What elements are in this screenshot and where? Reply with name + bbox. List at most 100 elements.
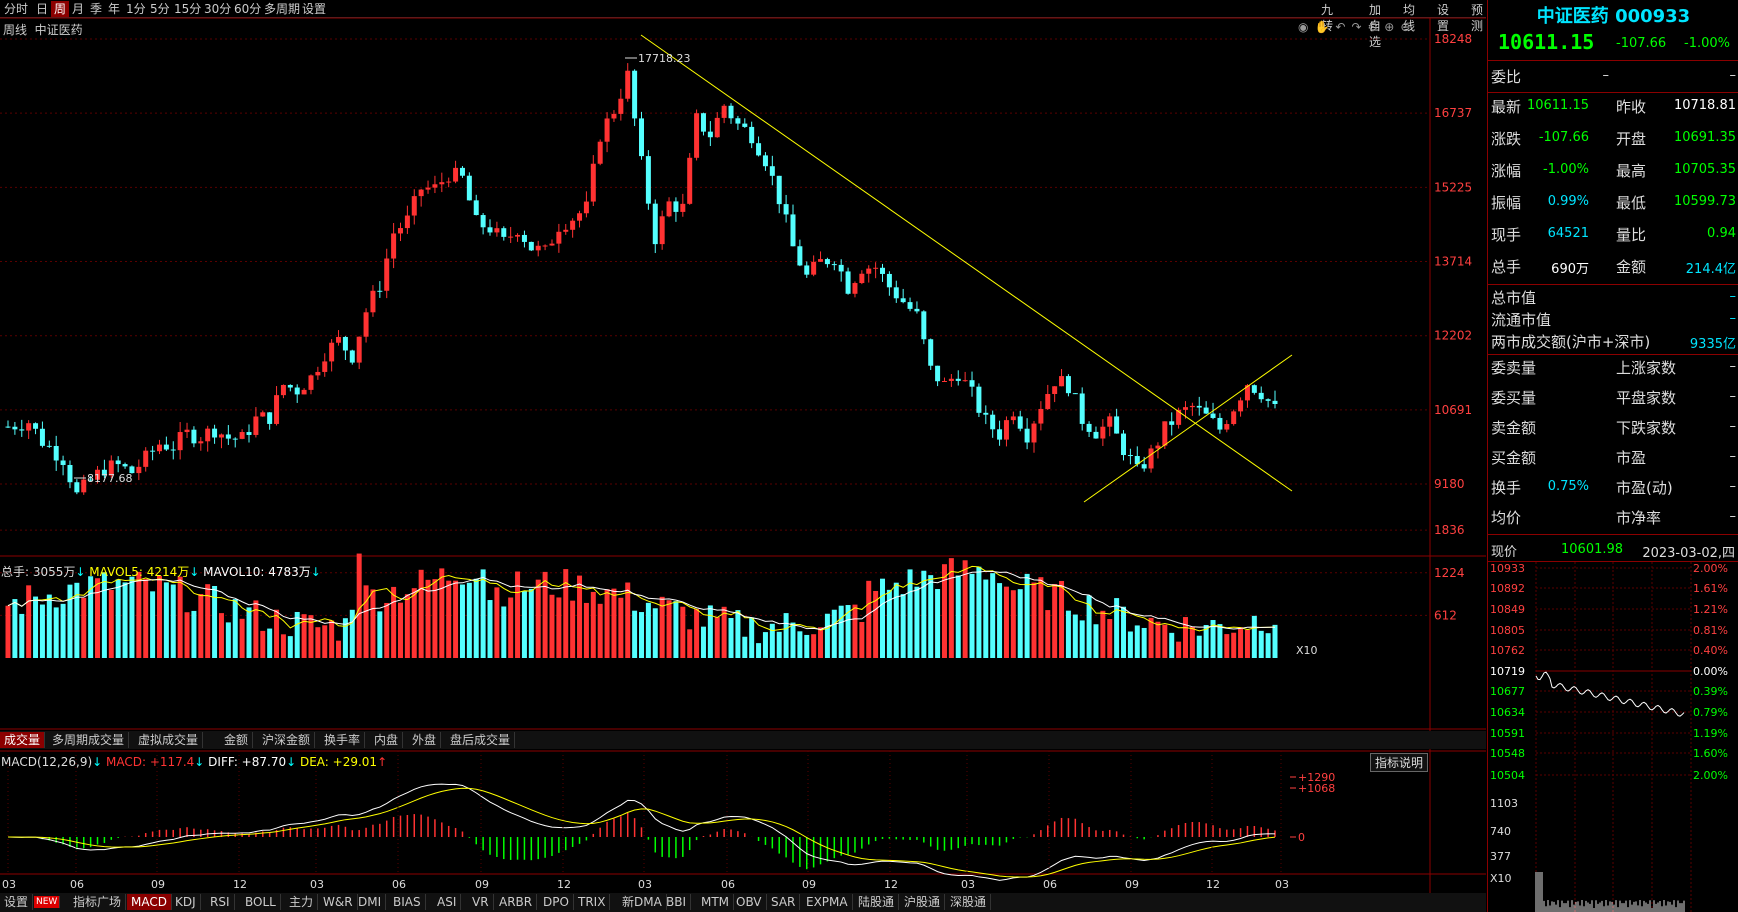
- period-0[interactable]: 分时: [4, 2, 29, 16]
- vol-tab-0[interactable]: 成交量: [0, 732, 46, 748]
- volume-bar: [783, 613, 789, 658]
- volume-bar: [1134, 625, 1140, 658]
- right-tool-2[interactable]: 均线: [1402, 3, 1415, 33]
- chart-tools[interactable]: ◉✋↶↷⚙⊕⊖: [1298, 20, 1417, 34]
- volume-bar: [225, 622, 231, 658]
- indicator-tab-19[interactable]: OBV: [732, 894, 767, 910]
- kline-chart[interactable]: 18248 16737 15225 13714 12202 10691 9180 17718.…: [0, 0, 1486, 893]
- indicator-tab-9[interactable]: DMI: [354, 894, 387, 910]
- volume-bar: [597, 603, 603, 658]
- price-tick: 12202: [1434, 329, 1472, 343]
- indicator-tab-20[interactable]: SAR: [767, 894, 801, 910]
- indicator-tab-5[interactable]: RSI: [206, 894, 235, 910]
- vol-tab-2[interactable]: 虚拟成交量: [134, 732, 204, 748]
- volume-bar: [418, 569, 424, 658]
- indicator-tab-6[interactable]: BOLL: [241, 894, 281, 910]
- indicator-tab-12[interactable]: VR: [468, 894, 494, 910]
- period-12[interactable]: 设置: [302, 2, 327, 16]
- period-1[interactable]: 日: [36, 2, 49, 16]
- mini-right-tick: 0.00%: [1693, 665, 1728, 678]
- volume-bar: [1100, 610, 1106, 658]
- macd-tick: +1290: [1298, 771, 1335, 784]
- period-6[interactable]: 1分: [126, 2, 146, 16]
- indicator-tab-4[interactable]: KDJ: [171, 894, 201, 910]
- indicator-tab-11[interactable]: ASI: [433, 894, 462, 910]
- candle-body: [962, 380, 968, 382]
- volume-bar: [666, 600, 672, 658]
- volume-bar: [735, 610, 741, 658]
- right-tool-3[interactable]: 设置: [1436, 3, 1449, 33]
- vol-tab-7[interactable]: 外盘: [408, 732, 442, 748]
- volume-bar: [1038, 577, 1044, 658]
- chart-title: 周线 中证医药: [3, 21, 83, 38]
- vol-tab-5[interactable]: 换手率: [320, 732, 366, 748]
- candle-body: [611, 113, 617, 119]
- period-4[interactable]: 季: [90, 2, 103, 16]
- price-pct: -1.00%: [1684, 36, 1730, 51]
- indicator-tab-8[interactable]: W&R: [319, 894, 358, 910]
- mini-left-tick: 10805: [1490, 624, 1525, 637]
- candle-body: [680, 203, 686, 212]
- period-5[interactable]: 年: [108, 2, 121, 16]
- high-label: 17718.23: [638, 52, 691, 65]
- indicator-tab-15[interactable]: TRIX: [574, 894, 611, 910]
- volume-bar: [1258, 630, 1264, 658]
- indicator-tab-0[interactable]: 设置: [0, 894, 34, 910]
- period-7[interactable]: 5分: [150, 2, 170, 16]
- indicator-tab-3[interactable]: MACD: [127, 894, 172, 910]
- period-10[interactable]: 60分: [234, 2, 262, 16]
- right-tool-0[interactable]: 九转: [1320, 3, 1333, 33]
- indicator-tab-14[interactable]: DPO: [539, 894, 574, 910]
- indicator-tab-10[interactable]: BIAS: [389, 894, 426, 910]
- volume-bar: [74, 582, 80, 658]
- indicator-tab-18[interactable]: MTM: [697, 894, 735, 910]
- right-tool-4[interactable]: 预测: [1470, 3, 1483, 33]
- volume-bar: [742, 636, 748, 658]
- candle-body: [845, 271, 851, 294]
- volume-bar: [150, 591, 156, 658]
- indicator-tab-2[interactable]: 指标广场: [69, 894, 127, 910]
- candle-body: [831, 264, 837, 266]
- indicator-tab-23[interactable]: 沪股通: [900, 894, 946, 910]
- vol-tab-4[interactable]: 沪深金额: [258, 732, 316, 748]
- indicator-tab-16[interactable]: 新DMA: [618, 894, 667, 910]
- candle-body: [494, 228, 500, 233]
- candle-body: [177, 432, 183, 451]
- candle-body: [893, 287, 899, 299]
- period-2[interactable]: 周: [51, 1, 70, 17]
- order-label2: 上涨家数: [1616, 359, 1677, 377]
- quote-label2: 昨收: [1616, 98, 1647, 116]
- weibi-row: 委比 – –: [1488, 66, 1738, 94]
- price-tick: 18248: [1434, 32, 1472, 46]
- mini-left-tick: X10: [1490, 872, 1512, 885]
- vol-tab-6[interactable]: 内盘: [370, 732, 404, 748]
- indicator-tab-21[interactable]: EXPMA: [802, 894, 853, 910]
- vol-tab-1[interactable]: 多周期成交量: [48, 732, 130, 748]
- volume-bar: [700, 626, 706, 658]
- period-9[interactable]: 30分: [204, 2, 232, 16]
- indicator-tab-7[interactable]: 主力: [285, 894, 319, 910]
- indicator-tab-13[interactable]: ARBR: [495, 894, 538, 910]
- mini-left-tick: 10762: [1490, 644, 1525, 657]
- indicator-tab-24[interactable]: 深股通: [946, 894, 992, 910]
- volume-bar: [191, 610, 197, 658]
- vol-tick: 1224: [1434, 566, 1465, 580]
- indicator-help-button[interactable]: 指标说明: [1370, 753, 1429, 772]
- volume-bar: [1010, 590, 1016, 658]
- mini-left-tick: 10933: [1490, 562, 1525, 575]
- order-value2: –: [1729, 509, 1737, 524]
- intraday-chart[interactable]: 10933 10892 10849 10805 10762 10719 10677 10634…: [1488, 562, 1738, 912]
- period-11[interactable]: 多周期: [264, 2, 301, 16]
- indicator-tab-22[interactable]: 陆股通: [854, 894, 900, 910]
- volume-bar: [1203, 624, 1209, 658]
- quote-value: -107.66: [1538, 130, 1589, 145]
- period-8[interactable]: 15分: [174, 2, 202, 16]
- vol-tab-8[interactable]: 盘后成交量: [446, 732, 516, 748]
- period-3[interactable]: 月: [72, 2, 85, 16]
- indicator-tab-17[interactable]: BBI: [662, 894, 692, 910]
- candle-body: [439, 182, 445, 185]
- vol-tab-3[interactable]: 金额: [220, 732, 254, 748]
- candle-body: [549, 243, 555, 246]
- candle-body: [1210, 413, 1216, 418]
- indicator-tab-1[interactable]: NEW: [34, 896, 61, 908]
